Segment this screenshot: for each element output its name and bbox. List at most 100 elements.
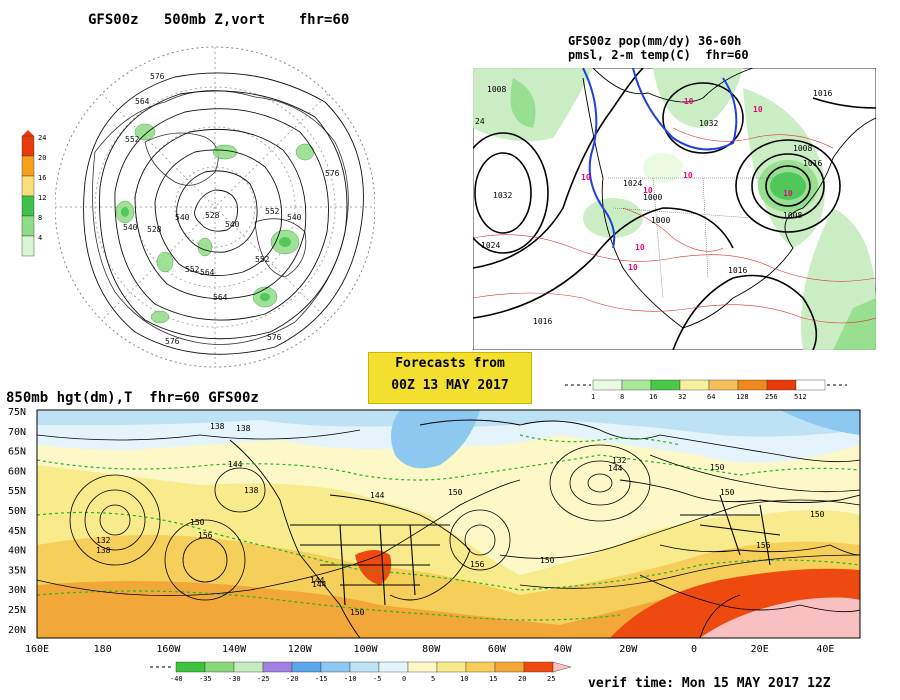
contour-label-850: 144 <box>310 576 325 585</box>
temp-colorbar-swatch <box>494 661 525 673</box>
map-850mb: 138 1381441321381501561441441381441501501… <box>8 407 861 655</box>
vort-colorbar-cap <box>22 130 34 136</box>
forecast-line1: Forecasts from <box>395 356 505 371</box>
contour-label-500: 576 <box>325 169 340 178</box>
contour-label-500: 540 <box>175 213 190 222</box>
pop-colorbar-swatch <box>650 379 681 391</box>
contour-label-850: 150 <box>810 510 825 519</box>
precip-shading <box>473 68 876 350</box>
vort-colorbar-label: 20 <box>38 154 46 162</box>
vort-colorbar-swatch <box>21 175 35 197</box>
title-500mb: GFS00z 500mb Z,vort fhr=60 <box>88 12 350 28</box>
lon-label: 20W <box>619 644 638 655</box>
pop-colorbar-label: 64 <box>707 393 715 401</box>
pressure-labels: 1008 1024 1032 1024 1016 1008 1000 1016 1016 1008… <box>481 85 832 326</box>
temp-colorbar-swatch <box>523 661 554 673</box>
forecast-init-box: Forecasts from 00Z 13 MAY 2017 <box>368 352 532 404</box>
pop-colorbar-swatch <box>708 379 739 391</box>
title-pop-line1: GFS00z pop(mm/dy) 36-60h <box>568 34 742 48</box>
pop-colorbar-label: 512 <box>794 393 807 401</box>
lon-label: 180 <box>94 644 112 655</box>
lat-label: 75N <box>8 407 26 418</box>
lon-label: 40E <box>816 644 834 655</box>
pressure-label: 1008 <box>793 144 812 153</box>
pressure-label: 1016 <box>533 317 552 326</box>
temp-colorbar-swatch <box>291 661 322 673</box>
temp-colorbar-label: -20 <box>286 675 299 682</box>
temp-colorbar-label: -40 <box>170 675 183 682</box>
temp-colorbar-swatch <box>436 661 467 673</box>
pop-colorbar-labels: 1 8 16 32 64 128 256 512 <box>591 393 807 401</box>
pop-colorbar-label: 32 <box>678 393 686 401</box>
pop-colorbar-label: 8 <box>620 393 624 401</box>
temp-colorbar-label: 0 <box>402 675 406 682</box>
vort-colorbar-swatch <box>21 215 35 237</box>
pop-colorbar-label: 128 <box>736 393 749 401</box>
vort-colorbar-swatch <box>21 195 35 217</box>
temp-colorbar-label: -15 <box>315 675 328 682</box>
contour-label-500: 552 <box>255 255 270 264</box>
contour-label-500: 552 <box>125 135 140 144</box>
temp-colorbar-swatch <box>320 661 351 673</box>
temp-label: 10 <box>635 243 645 252</box>
verif-time: verif time: Mon 15 MAY 2017 12Z <box>588 676 831 691</box>
pressure-label: 1032 <box>699 119 718 128</box>
contour-label-500: 540 <box>123 223 138 232</box>
vort-colorbar-label: 16 <box>38 174 46 182</box>
contour-label-500: 564 <box>213 293 228 302</box>
temp-colorbar-swatch <box>407 661 438 673</box>
temp-label: 10 <box>581 173 591 182</box>
lat-label: 40N <box>8 546 26 557</box>
vort-colorbar-swatch <box>21 155 35 177</box>
contour-label-850: 144 <box>370 491 385 500</box>
contour-label-500: 552 <box>185 265 200 274</box>
contour-label-850: 138 <box>244 486 259 495</box>
lat-label: 50N <box>8 506 26 517</box>
temp-label: 10 <box>643 186 653 195</box>
contour-label-850: 132 <box>96 536 111 545</box>
lon-label: 40W <box>554 644 573 655</box>
temp-label: 10 <box>753 105 763 114</box>
contour-label-850: 132 <box>612 456 627 465</box>
pressure-label: 1000 <box>651 216 670 225</box>
lat-axis-labels: 75N 70N 65N 60N 55N 50N 45N 40N 35N 30N 25N 20N <box>8 407 26 636</box>
temp-colorbar-swatch <box>204 661 235 673</box>
pop-colorbar: 1 8 16 32 64 128 256 512 <box>565 379 847 401</box>
vort-colorbar-swatch <box>21 135 35 157</box>
lon-label: 140W <box>222 644 247 655</box>
contour-label-500: 528 <box>205 211 220 220</box>
pop-colorbar-swatch <box>679 379 710 391</box>
contour-label-500: 576 <box>267 333 282 342</box>
vort-colorbar-label: 4 <box>38 234 42 242</box>
vort-colorbar-label: 24 <box>38 134 46 142</box>
pop-colorbar-swatch <box>737 379 768 391</box>
temp-colorbar-swatch <box>378 661 409 673</box>
pop-colorbar-segments <box>592 379 826 391</box>
temp-colorbar-label: -35 <box>199 675 212 682</box>
pop-colorbar-label: 256 <box>765 393 778 401</box>
title-pop-line2: pmsl, 2-m temp(C) fhr=60 <box>568 48 749 62</box>
contour-label-850: 150 <box>448 488 463 497</box>
temp-colorbar-label: 15 <box>489 675 497 682</box>
lat-label: 20N <box>8 625 26 636</box>
contour-label-850: 150 <box>720 488 735 497</box>
pressure-label: 1000 <box>643 193 662 202</box>
lat-label: 35N <box>8 565 26 576</box>
pop-colorbar-swatch <box>621 379 652 391</box>
lon-label: 100W <box>353 644 378 655</box>
lon-label: 160E <box>25 644 49 655</box>
left-edge-label: 24 <box>475 117 485 126</box>
contour-label-850: 150 <box>710 463 725 472</box>
contour-label-500: 540 <box>225 220 240 229</box>
contour-label-500: 576 <box>165 337 180 346</box>
contour-label-500: 564 <box>200 268 215 277</box>
lon-label: 80W <box>422 644 441 655</box>
map-850-content: 138 1381441321381501561441441381441501501… <box>37 410 860 638</box>
pressure-label: 1016 <box>728 266 747 275</box>
pressure-label: 1008 <box>487 85 506 94</box>
contour-label-500: 528 <box>147 225 162 234</box>
lon-label: 0 <box>691 644 697 655</box>
